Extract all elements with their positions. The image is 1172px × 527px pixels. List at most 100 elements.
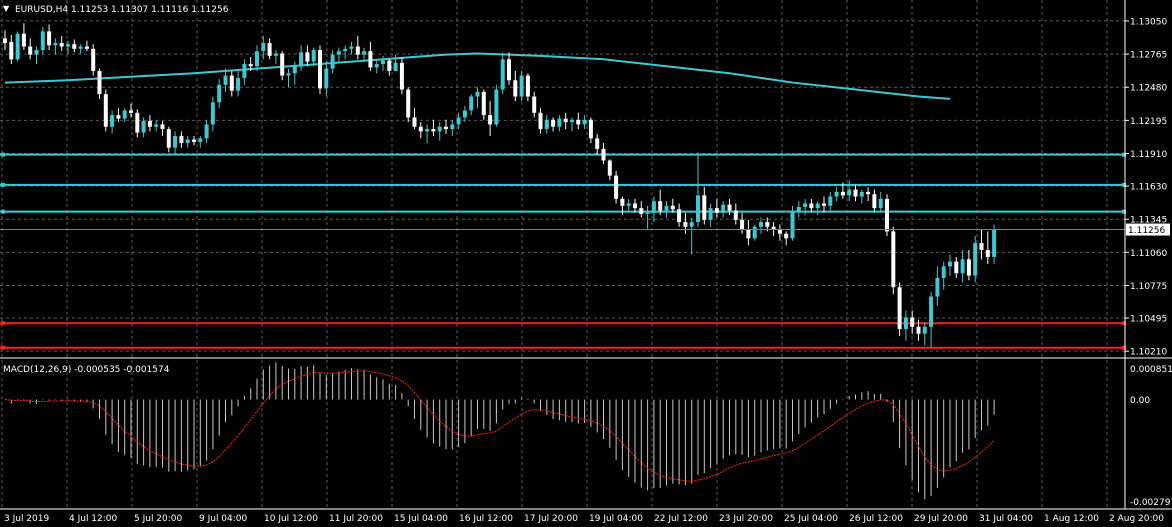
price-tick-label: 1.10210 (1130, 348, 1167, 358)
time-tick-label: 1 Aug 12:00 (1044, 514, 1099, 524)
bullish-candle (66, 44, 70, 47)
bullish-candle (847, 189, 852, 196)
bearish-candle (116, 115, 121, 119)
bullish-candle (878, 198, 883, 209)
bullish-candle (651, 201, 656, 213)
bearish-candle (387, 60, 392, 71)
bullish-candle (242, 63, 247, 78)
bullish-candle (15, 33, 20, 60)
bearish-candle (910, 317, 915, 327)
bullish-candle (929, 296, 934, 327)
bullish-candle (122, 110, 127, 119)
bearish-candle (368, 51, 373, 68)
dropdown-arrow-icon[interactable]: ▼ (3, 4, 10, 13)
time-tick-label: 9 Jul 04:00 (199, 514, 248, 524)
bullish-candle (475, 91, 480, 97)
bearish-candle (916, 326, 921, 334)
bearish-candle (267, 43, 272, 56)
bearish-candle (670, 205, 675, 210)
bullish-candle (53, 43, 58, 46)
bearish-candle (607, 160, 612, 176)
bearish-candle (229, 75, 234, 91)
horizontal-lines[interactable] (0, 152, 1126, 350)
bullish-candle (393, 62, 398, 71)
bearish-candle (979, 243, 984, 251)
bearish-candle (28, 46, 33, 55)
bearish-candle (418, 126, 423, 132)
grid (0, 0, 1125, 509)
bearish-candle (809, 203, 814, 209)
level-handle-right (1122, 321, 1126, 326)
bullish-candle (349, 46, 354, 49)
level-handle-left (1, 321, 5, 326)
bearish-candle (355, 46, 360, 55)
time-tick-label: 23 Jul 20:00 (719, 514, 773, 524)
current-price-label: 1.11256 (1128, 226, 1165, 236)
candlesticks (3, 23, 997, 348)
bullish-candle (425, 129, 430, 132)
bearish-candle (885, 198, 889, 232)
bullish-candle (299, 52, 304, 67)
bearish-candle (406, 89, 411, 118)
macd-tick-label: -0.002797 (1130, 498, 1172, 508)
bullish-candle (374, 63, 379, 68)
bullish-candle (173, 136, 178, 148)
bullish-candle (544, 119, 549, 130)
bullish-candle (336, 51, 341, 55)
bullish-candle (462, 110, 467, 118)
bearish-candle (147, 120, 152, 127)
bearish-candle (91, 48, 96, 71)
bullish-candle (273, 53, 278, 56)
bullish-candle (859, 191, 864, 197)
bullish-candle (437, 126, 442, 132)
level-handle-left (1, 209, 5, 214)
bullish-candle (261, 43, 266, 52)
bearish-candle (588, 119, 593, 139)
level-handle-left (1, 152, 5, 157)
bearish-candle (129, 110, 133, 113)
bullish-candle (210, 102, 215, 125)
time-tick-label: 31 Jul 04:00 (979, 514, 1033, 524)
chart-header: EURUSD,H4 1.11253 1.11307 1.11116 1.1125… (15, 5, 229, 15)
bearish-candle (551, 119, 556, 127)
bullish-candle (381, 60, 385, 64)
bearish-candle (399, 62, 404, 90)
bearish-candle (639, 208, 644, 214)
bullish-candle (834, 191, 839, 197)
bearish-candle (683, 222, 688, 227)
bullish-candle (330, 54, 335, 69)
moving-average-line (4, 52, 951, 100)
bullish-candle (110, 115, 115, 127)
bearish-candle (620, 198, 625, 206)
time-tick-label: 2 Aug 20:00 (1109, 514, 1164, 524)
bearish-candle (412, 117, 417, 127)
bearish-candle (192, 139, 196, 142)
bearish-candle (714, 208, 719, 213)
bearish-candle (135, 112, 140, 133)
bullish-candle (922, 326, 927, 334)
time-tick-label: 19 Jul 04:00 (589, 514, 643, 524)
bearish-candle (633, 203, 637, 209)
price-tick-label: 1.13050 (1130, 17, 1167, 27)
bullish-candle (752, 226, 757, 239)
bearish-candle (746, 229, 751, 239)
bullish-candle (960, 259, 965, 274)
bearish-candle (179, 136, 184, 144)
bearish-candle (891, 231, 896, 288)
bearish-candle (853, 189, 858, 197)
price-tick-label: 1.12480 (1130, 84, 1167, 94)
current-price-box (1126, 223, 1170, 236)
macd-tick-label: 0.00 (1130, 396, 1150, 406)
time-tick-label: 16 Jul 12:00 (459, 514, 513, 524)
bullish-candle (469, 96, 474, 111)
bullish-candle (557, 118, 562, 127)
bearish-candle (21, 33, 26, 47)
bearish-candle (784, 233, 789, 239)
time-tick-label: 4 Jul 12:00 (69, 514, 118, 524)
bullish-candle (721, 204, 726, 213)
bullish-candle (935, 277, 940, 297)
bullish-candle (154, 124, 159, 127)
bullish-candle (223, 75, 228, 85)
